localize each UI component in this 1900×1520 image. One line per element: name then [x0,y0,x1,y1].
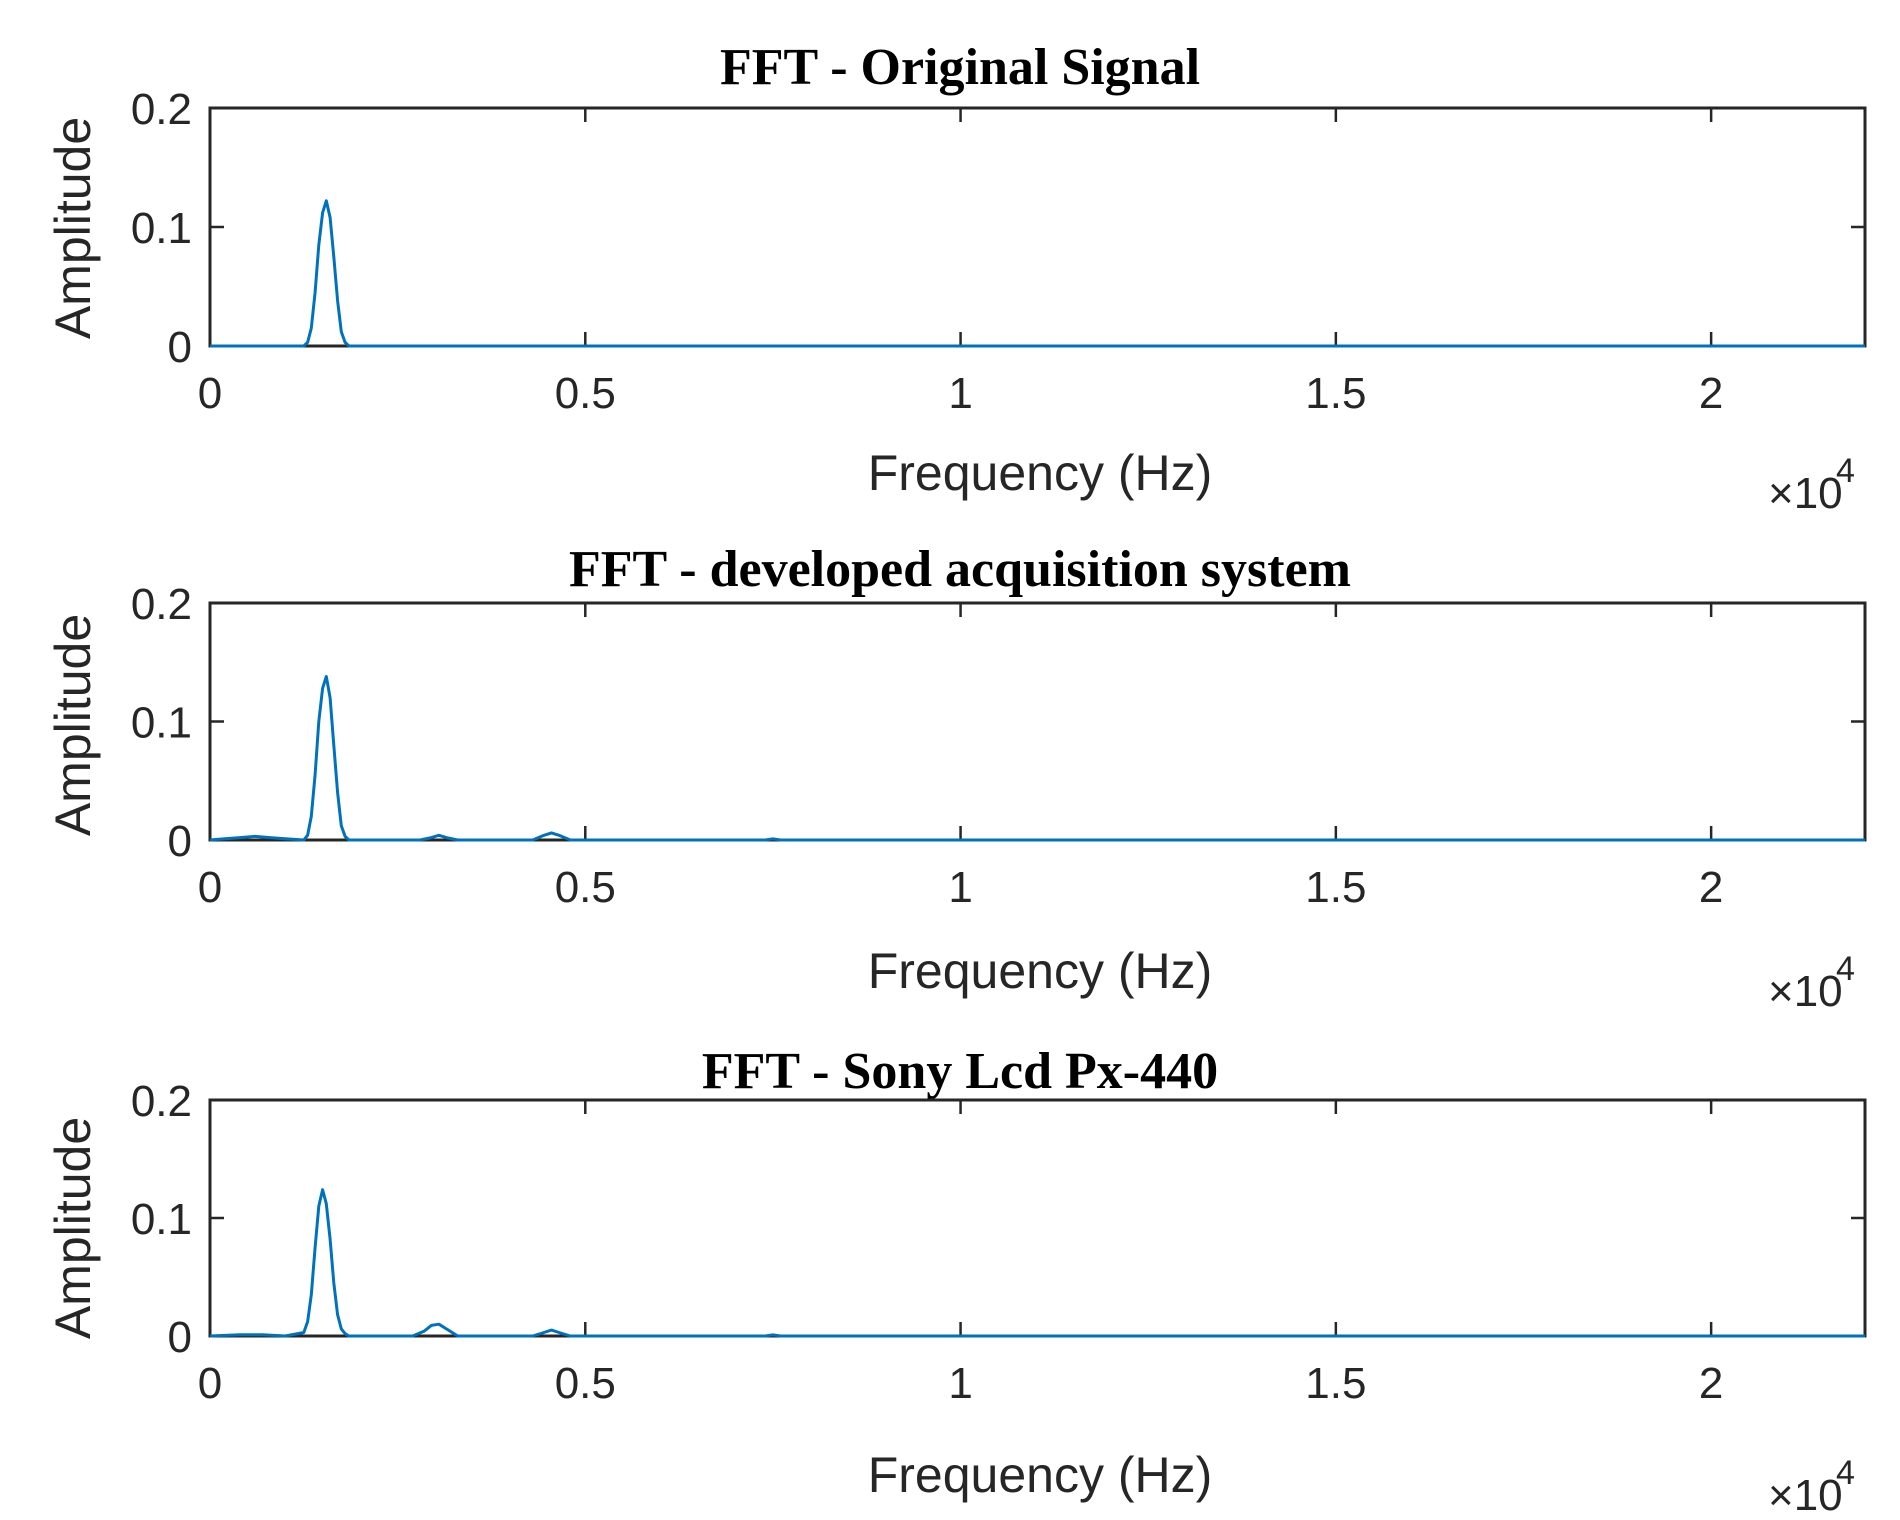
axes-frame [208,106,1867,348]
y-tick-label: 0 [168,323,192,372]
fft-series-line [209,1188,1865,1338]
subplot-original-signal: FFT - Original Signal 0 0.5 1 1.5 2 0 0.1 0.2 F… [45,39,1867,518]
axes-frame [208,1098,1867,1338]
y-axis-label: Amplitude [45,1117,101,1339]
y-tick-label: 0.2 [131,1077,192,1126]
x-tick-label: 1.5 [1305,1359,1366,1408]
axes-frame [208,601,1867,842]
x-tick-label: 2 [1699,1359,1723,1408]
y-tick-label: 0.1 [131,204,192,253]
y-tick-label: 0 [168,1313,192,1362]
x-tick-label: 1 [948,1359,972,1408]
x-multiplier: ×10 4 [1768,452,1855,518]
x-axis-label: Frequency (Hz) [868,943,1213,999]
x-tick-label: 0.5 [555,1359,616,1408]
x-axis-label: Frequency (Hz) [868,1447,1213,1503]
subplot-title: FFT - Original Signal [720,39,1200,96]
x-tick-label: 2 [1699,863,1723,912]
plot-area: 0 0.5 1 1.5 2 0 0.1 0.2 [131,1077,1867,1408]
plot-area: 0 0.5 1 1.5 2 0 0.1 0.2 [131,85,1867,418]
x-tick-label: 1 [948,369,972,418]
y-tick-label: 0.1 [131,699,192,748]
y-tick-label: 0.1 [131,1195,192,1244]
x-multiplier: ×10 4 [1768,1454,1855,1520]
x-tick-label: 2 [1699,369,1723,418]
fft-series-line [210,199,1865,348]
x-multiplier-base: ×10 [1768,967,1843,1016]
x-multiplier-power: 4 [1836,1454,1855,1492]
y-axis-label: Amplitude [45,117,101,339]
subplot-title: FFT - Sony Lcd Px-440 [702,1043,1218,1100]
fft-series-line [209,675,1865,842]
x-tick-label: 0 [198,369,222,418]
x-tick-label: 1.5 [1305,369,1366,418]
x-axis-label: Frequency (Hz) [868,445,1213,501]
y-tick-label: 0.2 [131,85,192,134]
x-multiplier: ×10 4 [1768,950,1855,1016]
x-tick-label: 1.5 [1305,863,1366,912]
x-multiplier-power: 4 [1836,950,1855,988]
x-tick-label: 0.5 [555,863,616,912]
y-axis-label: Amplitude [45,614,101,836]
y-tick-label: 0.2 [131,580,192,629]
x-tick-label: 0.5 [555,369,616,418]
x-tick-label: 0 [198,863,222,912]
subplot-sony-lcd-px-440: FFT - Sony Lcd Px-440 0 0.5 1 1.5 2 0 0.1 0.2 F… [45,1043,1867,1520]
x-multiplier-base: ×10 [1768,1471,1843,1520]
subplot-title: FFT - developed acquisition system [569,541,1351,598]
x-multiplier-base: ×10 [1768,469,1843,518]
plot-area: 0 0.5 1 1.5 2 0 0.1 0.2 [131,580,1867,912]
x-multiplier-power: 4 [1836,452,1855,490]
subplot-developed-acquisition-system: FFT - developed acquisition system 0 0.5 1… [45,541,1867,1016]
x-tick-label: 0 [198,1359,222,1408]
x-tick-label: 1 [948,863,972,912]
y-tick-label: 0 [168,817,192,866]
